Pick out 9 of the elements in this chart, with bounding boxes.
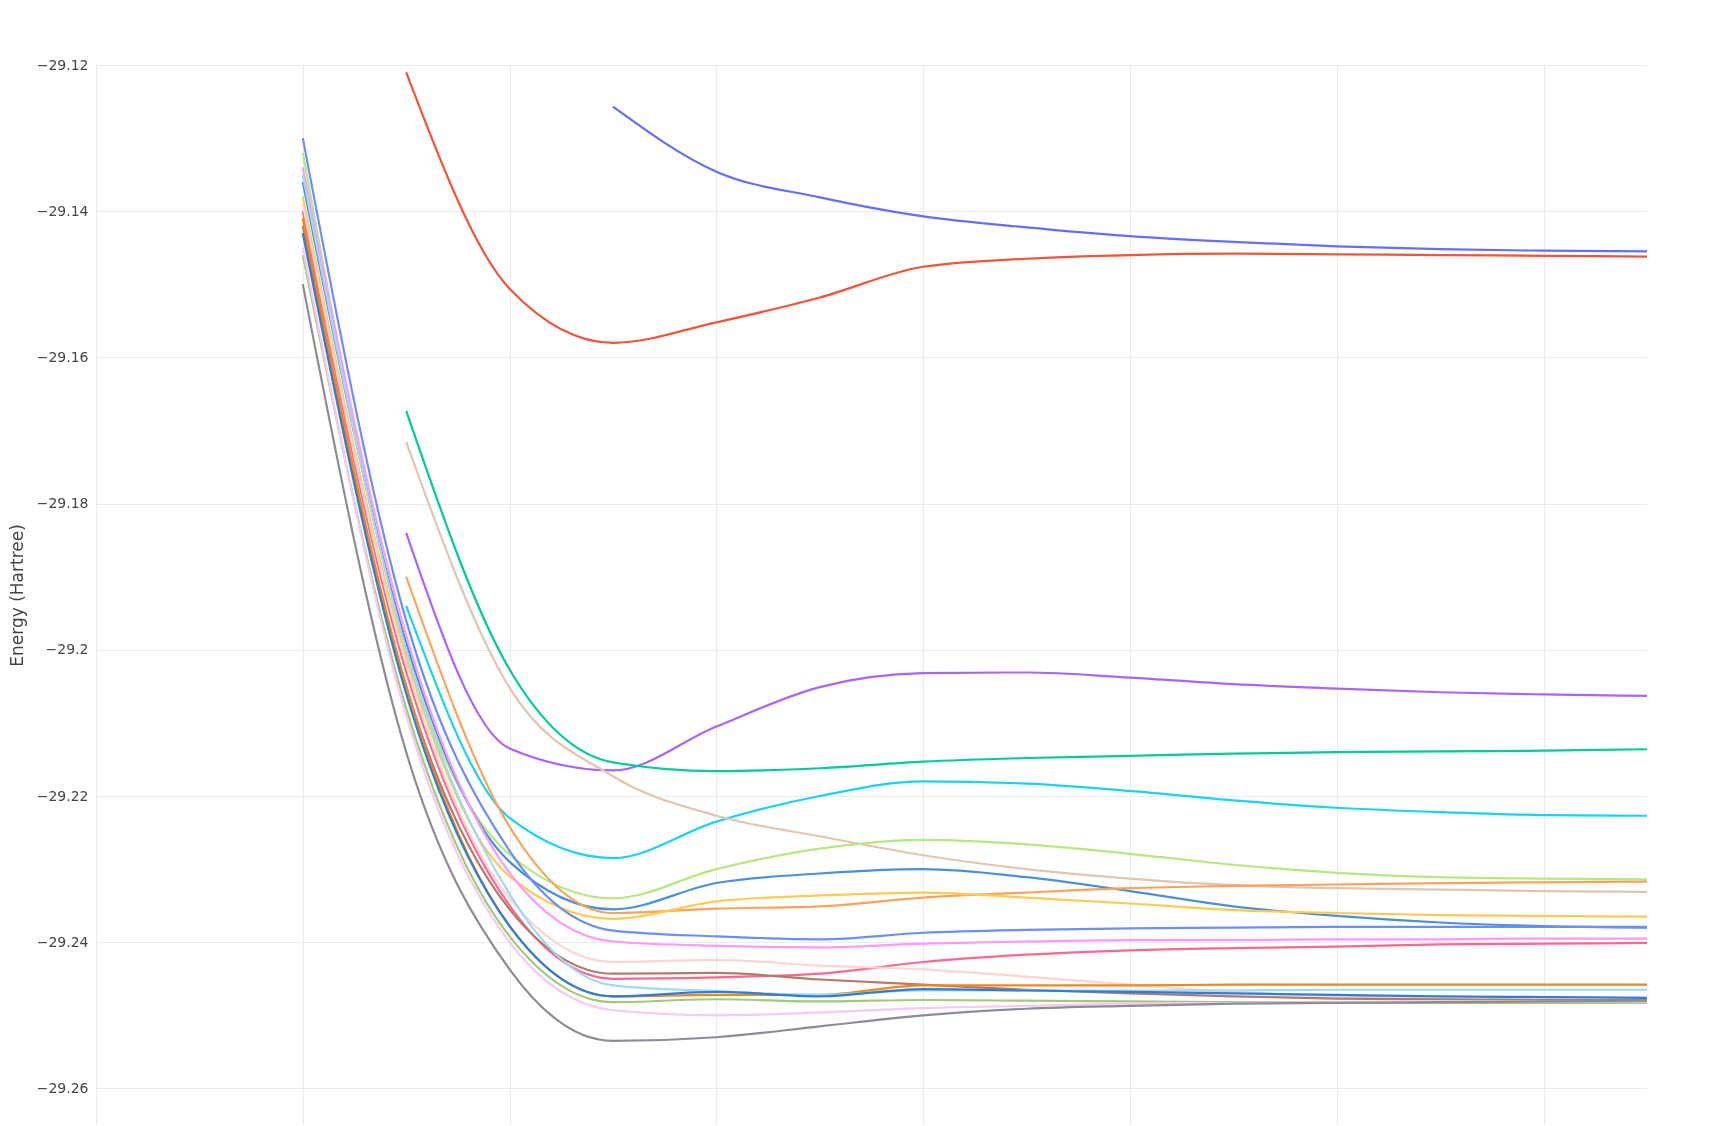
y-tick-label: −29.18 [36, 495, 89, 512]
y-tick-label: −29.2 [45, 641, 89, 658]
y-tick-label: −29.22 [36, 787, 89, 804]
y-tick-label: −29.24 [36, 933, 89, 950]
y-tick-label: −29.26 [36, 1079, 89, 1096]
y-tick-label: −29.14 [36, 202, 89, 219]
y-tick-label: −29.12 [36, 56, 89, 73]
y-axis-title: Energy (Hartree) [6, 524, 27, 667]
y-tick-label: −29.16 [36, 348, 89, 365]
